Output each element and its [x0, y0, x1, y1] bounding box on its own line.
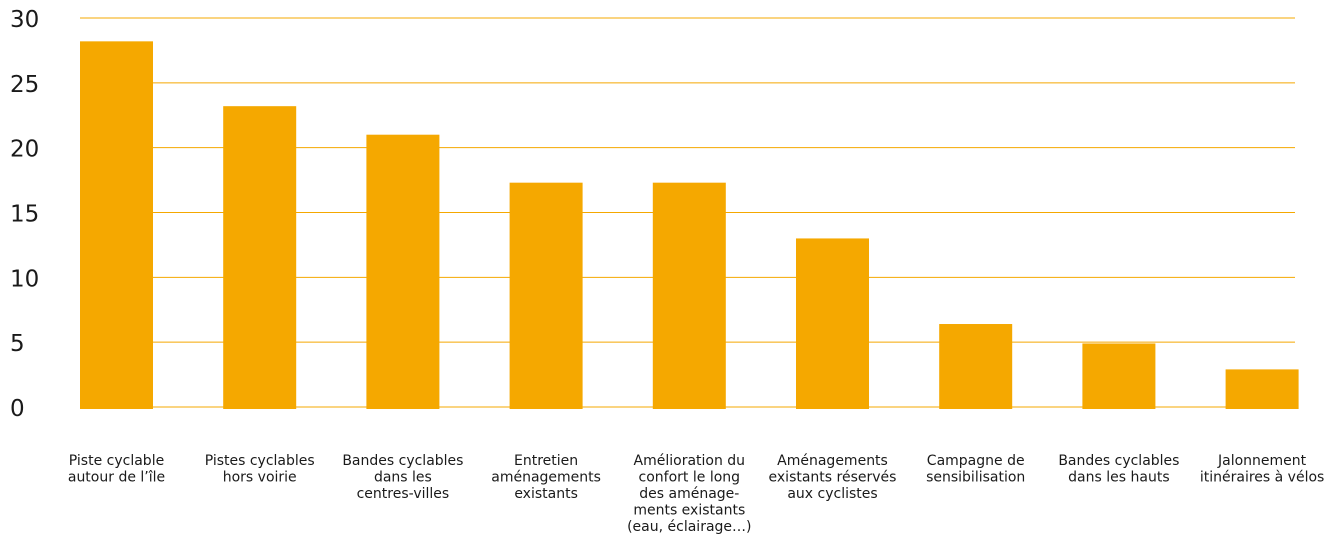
x-category-label-line: (eau, éclairage…): [627, 519, 751, 535]
bar: [80, 41, 153, 410]
x-category-label-line: confort le long: [639, 470, 741, 486]
y-tick-label: 25: [10, 72, 39, 98]
x-category-label-line: Pistes cyclables: [205, 453, 315, 469]
x-category-label-line: itinéraires à vélos: [1200, 470, 1324, 486]
x-category-label: Bandes cyclables dans les hauts: [1058, 453, 1179, 486]
y-tick-label: 5: [10, 331, 25, 357]
x-category-label: Bandes cyclables dans les centres-villes: [342, 453, 463, 502]
x-category-label-line: Jalonnement: [1217, 453, 1307, 469]
x-category-label-line: centres-villes: [357, 486, 450, 502]
bar: [1082, 343, 1156, 409]
x-category-label-line: des aménage-: [639, 486, 739, 502]
bar: [652, 182, 726, 409]
x-category-label-line: sensibilisation: [926, 470, 1025, 486]
x-category-label-line: existants: [514, 486, 578, 502]
y-tick-label: 15: [10, 202, 39, 228]
y-tick-label: 30: [10, 7, 39, 33]
x-category-label-line: ments existants: [633, 503, 745, 519]
x-category-label: Piste cyclable autour de l’île: [68, 453, 165, 486]
x-category-label-line: dans les: [374, 470, 432, 486]
x-category-label-line: existants réservés: [769, 470, 897, 486]
bar: [223, 106, 297, 409]
x-category-label: Aménagements existants réservés aux cyclis…: [769, 453, 897, 502]
x-category-label-line: Piste cyclable: [69, 453, 164, 469]
bar: [796, 238, 869, 409]
bar: [1225, 369, 1299, 409]
y-tick-label: 20: [10, 137, 39, 163]
x-category-label-line: autour de l’île: [68, 470, 165, 486]
x-category-label-line: hors voirie: [223, 470, 297, 486]
x-category-label-line: dans les hauts: [1068, 470, 1169, 486]
x-category-label-line: Amélioration du: [634, 453, 746, 469]
x-category-label-line: Aménagements: [777, 453, 888, 469]
y-tick-label: 10: [10, 266, 39, 292]
bar: [939, 324, 1013, 409]
x-axis-category-labels: Piste cyclable autour de l’île Pistes cycl…: [68, 453, 1324, 535]
x-category-label-line: aux cyclistes: [787, 486, 877, 502]
x-category-label-line: aménagements: [491, 470, 601, 486]
bar: [509, 182, 583, 409]
x-category-label: Amélioration du confort le long des aménag…: [627, 453, 751, 535]
bar: [366, 134, 440, 409]
x-category-label-line: Entretien: [514, 453, 578, 469]
x-category-label-line: Bandes cyclables: [1058, 453, 1179, 469]
x-category-label: Campagne de sensibilisation: [926, 453, 1025, 486]
y-axis-tick-labels: 0 5 10 15 20 25 30: [10, 7, 39, 422]
x-category-label-line: Bandes cyclables: [342, 453, 463, 469]
y-tick-label: 0: [10, 396, 25, 422]
x-category-label: Jalonnement itinéraires à vélos: [1200, 453, 1324, 486]
x-category-label-line: Campagne de: [927, 453, 1025, 469]
bars: [80, 41, 1299, 410]
x-category-label: Pistes cyclables hors voirie: [205, 453, 315, 486]
x-category-label: Entretien aménagements existants: [491, 453, 601, 502]
